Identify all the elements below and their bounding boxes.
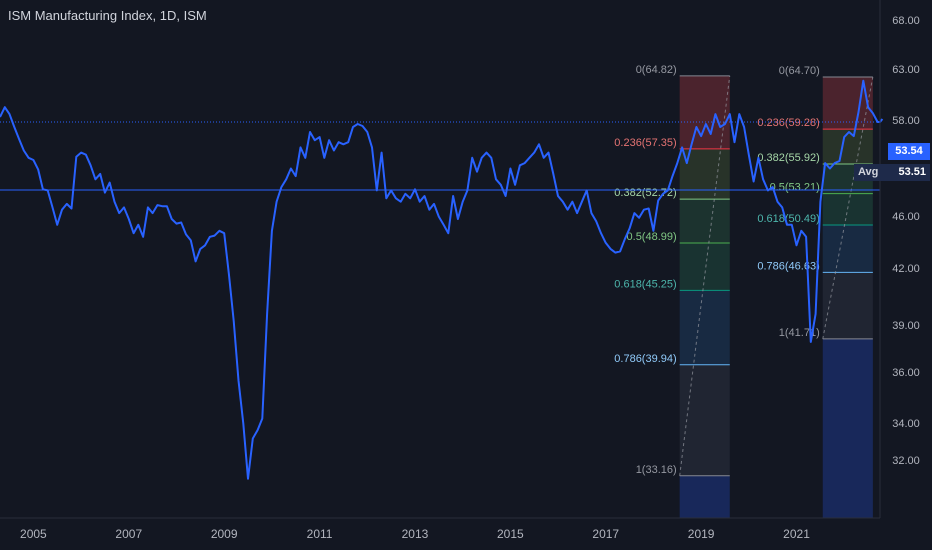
last-value-label: 53.54 [895, 145, 923, 157]
fib-zone-extension [679, 475, 730, 518]
x-tick-label: 2007 [115, 527, 142, 541]
fib-level-label: 0.5(48.99) [627, 231, 677, 243]
fib-level-label: 0.618(45.25) [614, 278, 676, 290]
series-line [0, 79, 884, 480]
last-value-badge: 53.54 [888, 143, 930, 160]
fib-level-label: 1(33.16) [636, 464, 677, 476]
x-tick-label: 2013 [402, 527, 429, 541]
fib-zone [679, 364, 730, 476]
fib-zone [822, 129, 873, 164]
y-tick-label: 36.00 [892, 367, 920, 379]
fib-level-label: 0(64.70) [779, 65, 820, 77]
fib-level-label: 0.786(46.63) [757, 260, 819, 272]
fib-trend-line [822, 76, 874, 340]
x-tick-label: 2011 [307, 527, 333, 541]
avg-label: Avg [858, 166, 879, 178]
fib-level-label: 0.236(59.28) [757, 117, 819, 129]
axes-layer: 68.0063.0058.0050.0046.0042.0039.0036.00… [0, 0, 920, 541]
chart-title: ISM Manufacturing Index, 1D, ISM [8, 8, 207, 23]
y-tick-label: 42.00 [892, 263, 920, 275]
x-tick-label: 2009 [211, 527, 238, 541]
x-tick-label: 2019 [688, 527, 715, 541]
fib-zone [679, 199, 730, 243]
x-tick-label: 2017 [592, 527, 619, 541]
fib-level-label: 0(64.82) [636, 64, 677, 76]
fib-zone [679, 290, 730, 365]
avg-badge: Avg 53.51 [854, 164, 930, 181]
fib-zone [679, 75, 730, 149]
fib-zone [822, 272, 873, 339]
fib-trend-line [679, 75, 731, 476]
x-tick-label: 2015 [497, 527, 524, 541]
fib-level-label: 0.618(50.49) [757, 213, 819, 225]
y-tick-label: 39.00 [892, 320, 920, 332]
fib-zone [679, 242, 730, 291]
fib-zone-extension [822, 338, 873, 518]
fib-zone [822, 76, 873, 130]
fib-zone [679, 148, 730, 200]
y-tick-label: 34.00 [892, 418, 920, 430]
fib-level-label: 0.5(53.21) [770, 182, 820, 194]
y-tick-label: 68.00 [892, 15, 920, 27]
x-tick-label: 2005 [20, 527, 47, 541]
fib-retracement-1: 0(64.82)0.236(57.35)0.382(52.72)0.5(48.9… [614, 64, 731, 518]
y-tick-label: 32.00 [892, 455, 920, 467]
fib-retracement-2: 0(64.70) 0.236(59.28) 0.382(55.92) 0.5(53.2… [757, 65, 874, 518]
series-layer [0, 79, 884, 480]
horizontal-lines-layer [0, 121, 880, 191]
y-tick-label: 63.00 [892, 64, 920, 76]
fib-level-label: 0.236(57.35) [614, 137, 676, 149]
x-tick-label: 2021 [783, 527, 810, 541]
avg-value-label: 53.51 [898, 166, 926, 178]
fib-retracement-layer[interactable]: 0(64.82)0.236(57.35)0.382(52.72)0.5(48.9… [614, 64, 874, 518]
y-tick-label: 46.00 [892, 211, 920, 223]
fib-level-label: 0.786(39.94) [614, 353, 676, 365]
fib-level-label: 0.382(55.92) [757, 152, 819, 164]
y-tick-label: 58.00 [892, 115, 920, 127]
fib-zone [822, 224, 873, 273]
